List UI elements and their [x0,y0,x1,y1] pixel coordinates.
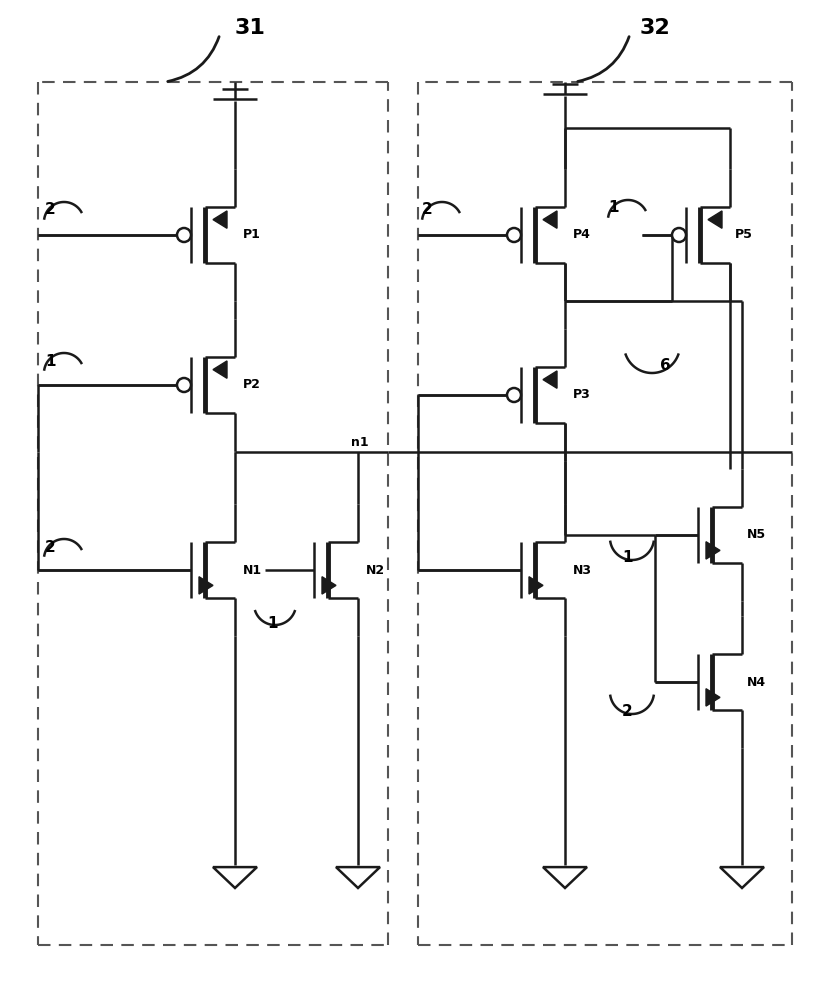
Circle shape [177,228,191,242]
Text: 1: 1 [267,616,278,632]
Text: 6: 6 [660,358,671,372]
Polygon shape [543,371,557,388]
Text: 2: 2 [422,202,433,218]
Text: P3: P3 [573,388,591,401]
Circle shape [507,388,521,402]
FancyArrowPatch shape [578,37,629,81]
Text: P2: P2 [243,378,261,391]
Text: 2: 2 [45,540,56,556]
Circle shape [177,378,191,392]
Text: P1: P1 [243,229,261,241]
Text: N2: N2 [366,564,385,576]
Text: N1: N1 [243,564,262,576]
FancyArrowPatch shape [167,37,219,81]
Text: P5: P5 [735,229,753,241]
Text: N4: N4 [747,676,766,688]
Text: n1: n1 [351,436,368,448]
Polygon shape [529,577,543,594]
Polygon shape [706,689,720,706]
Text: N5: N5 [747,528,766,541]
Polygon shape [543,211,557,228]
Text: 2: 2 [622,704,632,720]
Text: 31: 31 [234,18,266,38]
Text: P4: P4 [573,229,591,241]
Polygon shape [706,542,720,559]
Text: 1: 1 [45,355,56,369]
Text: 1: 1 [622,550,632,566]
Text: 2: 2 [45,202,56,218]
Circle shape [672,228,686,242]
Circle shape [507,228,521,242]
Text: N3: N3 [573,564,592,576]
Polygon shape [199,577,213,594]
Polygon shape [213,211,227,228]
Text: 1: 1 [608,200,618,216]
Polygon shape [213,361,227,378]
Text: 32: 32 [640,18,671,38]
Polygon shape [322,577,336,594]
Polygon shape [708,211,722,228]
